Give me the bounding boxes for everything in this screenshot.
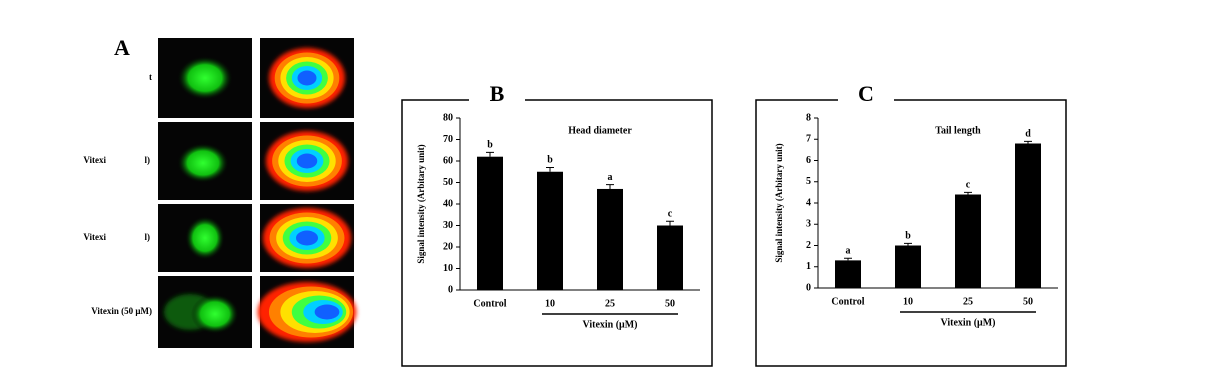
- error-bar: [546, 166, 554, 172]
- x-axis-label: Vitexin (μM): [940, 317, 995, 328]
- row-label: l): [145, 155, 151, 165]
- chart-title: Tail length: [935, 125, 981, 136]
- panel-label: C: [858, 81, 874, 106]
- comet-images: t Vitexi l) Vitexi l) Vitexin (50 μM): [83, 38, 357, 348]
- bar: [1015, 143, 1041, 288]
- bar: [895, 245, 921, 288]
- y-tick-label: 20: [443, 241, 453, 252]
- comet: [177, 56, 233, 100]
- y-tick-label: 40: [443, 198, 453, 209]
- error-bar: [486, 151, 494, 157]
- significance-letter: c: [966, 180, 971, 191]
- y-tick-label: 70: [443, 134, 453, 145]
- y-tick-label: 3: [806, 219, 811, 230]
- heatmap-ring: [314, 304, 340, 320]
- bar: [955, 194, 981, 288]
- bar: [597, 188, 623, 290]
- comet: [185, 216, 225, 260]
- comet: [191, 294, 239, 334]
- row-label: t: [149, 72, 152, 82]
- error-bar: [964, 191, 972, 195]
- row-label: l): [145, 232, 151, 242]
- x-tick-label: 10: [903, 296, 913, 307]
- significance-letter: c: [668, 208, 673, 219]
- y-axis-label: Signal intensity (Arbitary unit): [774, 143, 784, 262]
- y-tick-label: 6: [806, 155, 811, 166]
- heatmap-ring: [296, 153, 318, 169]
- panel-frame: [755, 99, 1067, 367]
- y-tick-label: 5: [806, 176, 811, 187]
- y-tick-label: 10: [443, 263, 453, 274]
- y-tick-label: 8: [806, 112, 811, 123]
- error-bar: [606, 184, 614, 189]
- comet: [177, 143, 229, 183]
- y-tick-label: 0: [806, 282, 811, 293]
- y-tick-label: 7: [806, 134, 811, 145]
- x-tick-label: 10: [545, 298, 555, 309]
- panel-label: A: [114, 35, 130, 60]
- error-bar: [844, 257, 852, 261]
- bar: [537, 171, 563, 290]
- y-tick-label: 80: [443, 112, 453, 123]
- significance-letter: a: [608, 172, 613, 183]
- y-tick-label: 30: [443, 220, 453, 231]
- x-tick-label: 25: [963, 296, 973, 307]
- bar: [477, 156, 503, 290]
- x-tick-label: 50: [665, 298, 675, 309]
- x-tick-label: Control: [473, 298, 506, 309]
- x-tick-label: Control: [831, 296, 864, 307]
- significance-letter: d: [1025, 129, 1031, 140]
- row-label: Vitexi: [83, 155, 106, 165]
- x-tick-label: 50: [1023, 296, 1033, 307]
- y-tick-label: 4: [806, 197, 811, 208]
- x-tick-label: 25: [605, 298, 615, 309]
- label-bg: [469, 90, 525, 106]
- significance-letter: b: [487, 140, 493, 151]
- y-axis-label: Signal intensity (Arbitary unit): [416, 144, 426, 263]
- row-label: Vitexin (50 μM): [91, 306, 152, 316]
- error-bar: [904, 242, 912, 246]
- row-label: Vitexi: [83, 232, 106, 242]
- label-bg: [838, 90, 894, 106]
- significance-letter: a: [846, 246, 851, 257]
- heatmap-ring: [295, 230, 319, 246]
- y-tick-label: 60: [443, 155, 453, 166]
- error-bar: [1024, 140, 1032, 144]
- chart-title: Head diameter: [568, 125, 632, 136]
- y-tick-label: 50: [443, 177, 453, 188]
- y-tick-label: 2: [806, 240, 811, 251]
- significance-letter: b: [905, 231, 911, 242]
- bar: [657, 225, 683, 290]
- x-axis-label: Vitexin (μM): [582, 319, 637, 330]
- y-tick-label: 1: [806, 261, 811, 272]
- significance-letter: b: [547, 155, 553, 166]
- y-tick-label: 0: [448, 284, 453, 295]
- panel-frame: [401, 99, 713, 367]
- panel-label: B: [490, 81, 505, 106]
- error-bar: [666, 220, 674, 226]
- heatmap-ring: [297, 70, 317, 86]
- bar: [835, 260, 861, 288]
